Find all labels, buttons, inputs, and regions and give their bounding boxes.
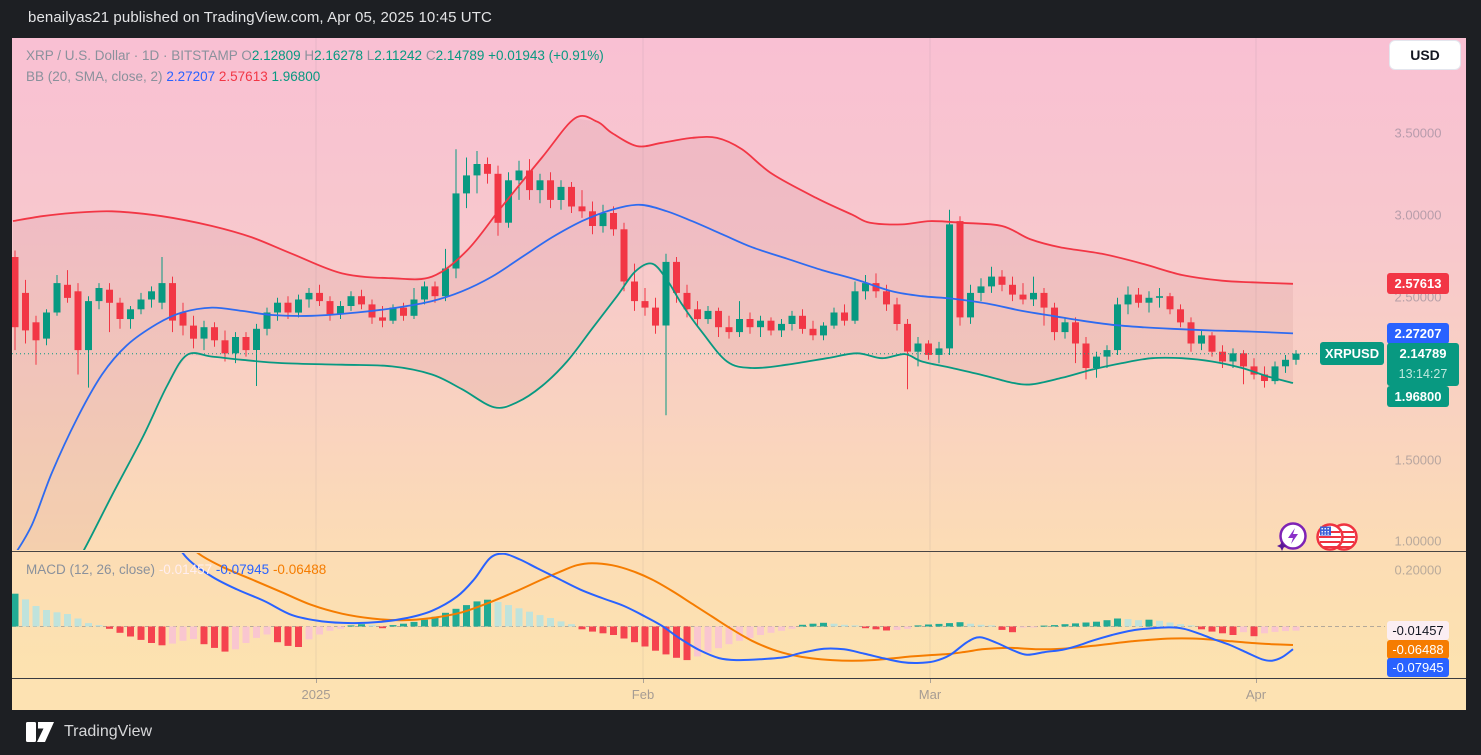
bb-upper-badge: 2.57613 (1387, 273, 1449, 295)
macd-signal-line (196, 553, 1294, 662)
price-axis-tick: 3.00000 (1394, 207, 1442, 223)
attribution-text: benailyas21 published on TradingView.com… (28, 9, 492, 26)
last-price-value: 2.14789 (1399, 345, 1447, 361)
bar-countdown: 13:14:27 (1398, 366, 1448, 381)
change-value: +0.01943 (+0.91%) (488, 48, 604, 63)
last-price-badge: 2.14789 13:14:27 (1387, 342, 1459, 386)
bb-basis-value: 2.27207 (166, 69, 216, 84)
legend-line-1: XRP / U.S. Dollar · 1D · BITSTAMP O2.128… (26, 45, 604, 66)
macd-hist-value: -0.01457 (158, 562, 213, 577)
time-axis-tick (930, 679, 931, 683)
bb-lower-value: 1.96800 (271, 69, 321, 84)
macd-line-badge: -0.07945 (1387, 658, 1449, 678)
symbol-label: XRPUSD (1320, 342, 1384, 366)
legend-line-2: BB (20, SMA, close, 2) 2.27207 2.57613 1… (26, 66, 604, 87)
open-label: O (241, 48, 252, 63)
high-label: H (304, 48, 315, 63)
tradingview-logo-icon[interactable] (26, 722, 56, 743)
macd-signal-value: -0.06488 (272, 562, 327, 577)
macd-legend: MACD (12, 26, close) -0.01457 -0.07945 -… (26, 562, 326, 577)
open-value: 2.12809 (251, 48, 301, 63)
bollinger-lower-band (82, 262, 1294, 550)
price-axis-tick: 1.00000 (1394, 533, 1442, 549)
main-price-pane[interactable] (12, 38, 1466, 550)
tradingview-wordmark[interactable]: TradingView (64, 723, 153, 740)
ai-supercharts-icon[interactable] (1274, 519, 1310, 555)
time-axis-label: Apr (1245, 687, 1267, 702)
macd-title[interactable]: MACD (12, 26, close) (26, 562, 156, 577)
bollinger-basis-line (16, 203, 1294, 550)
footer-bar: TradingView (0, 710, 1481, 755)
main-legend: XRP / U.S. Dollar · 1D · BITSTAMP O2.128… (26, 45, 604, 87)
time-axis-tick (643, 679, 644, 683)
pane-divider[interactable] (12, 551, 1466, 552)
time-axis-label: Mar (918, 687, 942, 702)
low-value: 2.11242 (374, 48, 423, 63)
macd-hist-badge: -0.01457 (1387, 621, 1449, 641)
macd-main-line (181, 553, 1294, 665)
bb-title[interactable]: BB (20, SMA, close, 2) (26, 69, 163, 84)
us-flag-currency-icon[interactable] (1314, 521, 1362, 555)
price-axis-tick: 1.50000 (1394, 452, 1442, 467)
low-label: L (366, 48, 375, 63)
macd-line-value: -0.07945 (215, 562, 270, 577)
close-value: 2.14789 (435, 48, 485, 63)
chart-widget: XRP / U.S. Dollar · 1D · BITSTAMP O2.128… (12, 38, 1466, 710)
bollinger-upper-band (12, 115, 1294, 285)
bollinger-fill (13, 118, 1293, 550)
time-axis-tick (316, 679, 317, 683)
bb-basis-badge: 2.27207 (1387, 322, 1449, 344)
bb-lower-badge: 1.96800 (1387, 386, 1449, 407)
price-axis-tick: 3.50000 (1394, 125, 1442, 141)
high-value: 2.16278 (314, 48, 363, 63)
currency-toggle-button[interactable]: USD (1389, 40, 1461, 70)
bb-upper-value: 2.57613 (218, 69, 268, 84)
macd-pane[interactable] (12, 552, 1466, 678)
time-axis-tick (1256, 679, 1257, 683)
close-label: C (425, 48, 436, 63)
time-axis[interactable]: 2025 Feb Mar Apr (12, 678, 1466, 710)
series-title[interactable]: XRP / U.S. Dollar · 1D · BITSTAMP (26, 48, 238, 63)
macd-signal-badge: -0.06488 (1387, 640, 1449, 660)
time-axis-label: 2025 (301, 687, 331, 702)
macd-axis-tick: 0.20000 (1394, 562, 1442, 578)
time-axis-label: Feb (631, 687, 655, 702)
